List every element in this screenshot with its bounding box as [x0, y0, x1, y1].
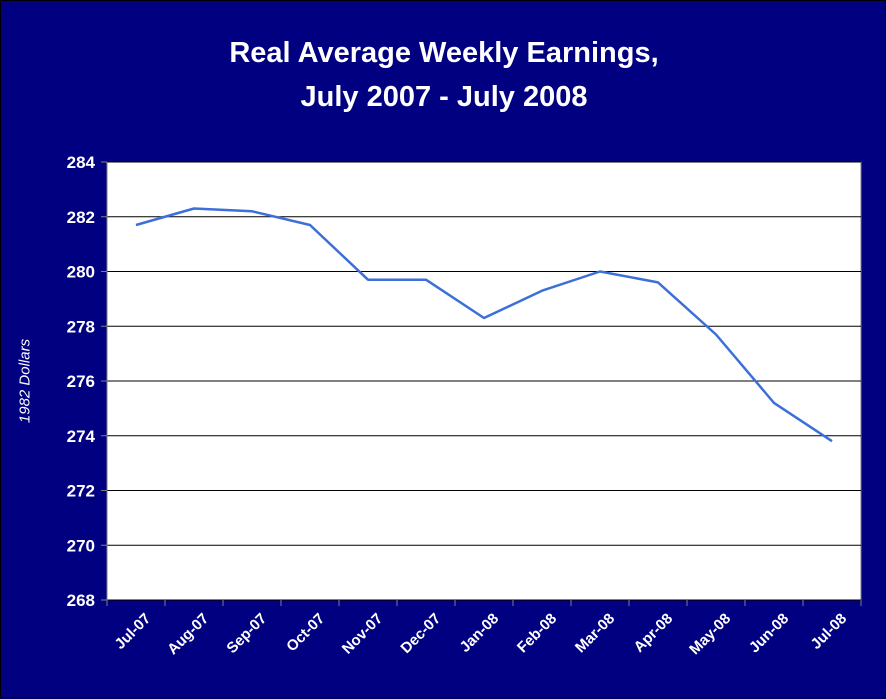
y-tick-label: 284 — [67, 153, 96, 172]
y-tick-label: 274 — [67, 427, 96, 446]
y-tick-label: 276 — [67, 372, 95, 391]
y-tick-label: 280 — [67, 263, 95, 282]
x-tick-label: Oct-07 — [283, 610, 328, 655]
y-tick-label: 268 — [67, 591, 95, 610]
x-tick-label: Jul-08 — [808, 610, 851, 653]
x-tick-label: Sep-07 — [223, 610, 270, 657]
x-tick-label: Jun-08 — [746, 610, 792, 656]
x-tick-label: Jul-07 — [112, 610, 155, 653]
y-tick-label: 272 — [67, 482, 95, 501]
x-tick-label: Aug-07 — [164, 610, 212, 658]
y-tick-label: 278 — [67, 317, 95, 336]
y-tick-label: 270 — [67, 536, 95, 555]
y-axis-ticks: 268 270 272 274 276 278 280 282 284 — [67, 153, 107, 610]
y-tick-label: 282 — [67, 208, 95, 227]
x-tick-label: May-08 — [686, 610, 734, 658]
x-tick-label: Apr-08 — [631, 610, 677, 656]
x-tick-label: Mar-08 — [572, 610, 618, 656]
x-tick-label: Dec-07 — [397, 610, 444, 657]
x-tick-label: Jan-08 — [457, 610, 503, 656]
x-tick-label: Nov-07 — [339, 610, 386, 657]
x-tick-label: Feb-08 — [514, 610, 560, 656]
